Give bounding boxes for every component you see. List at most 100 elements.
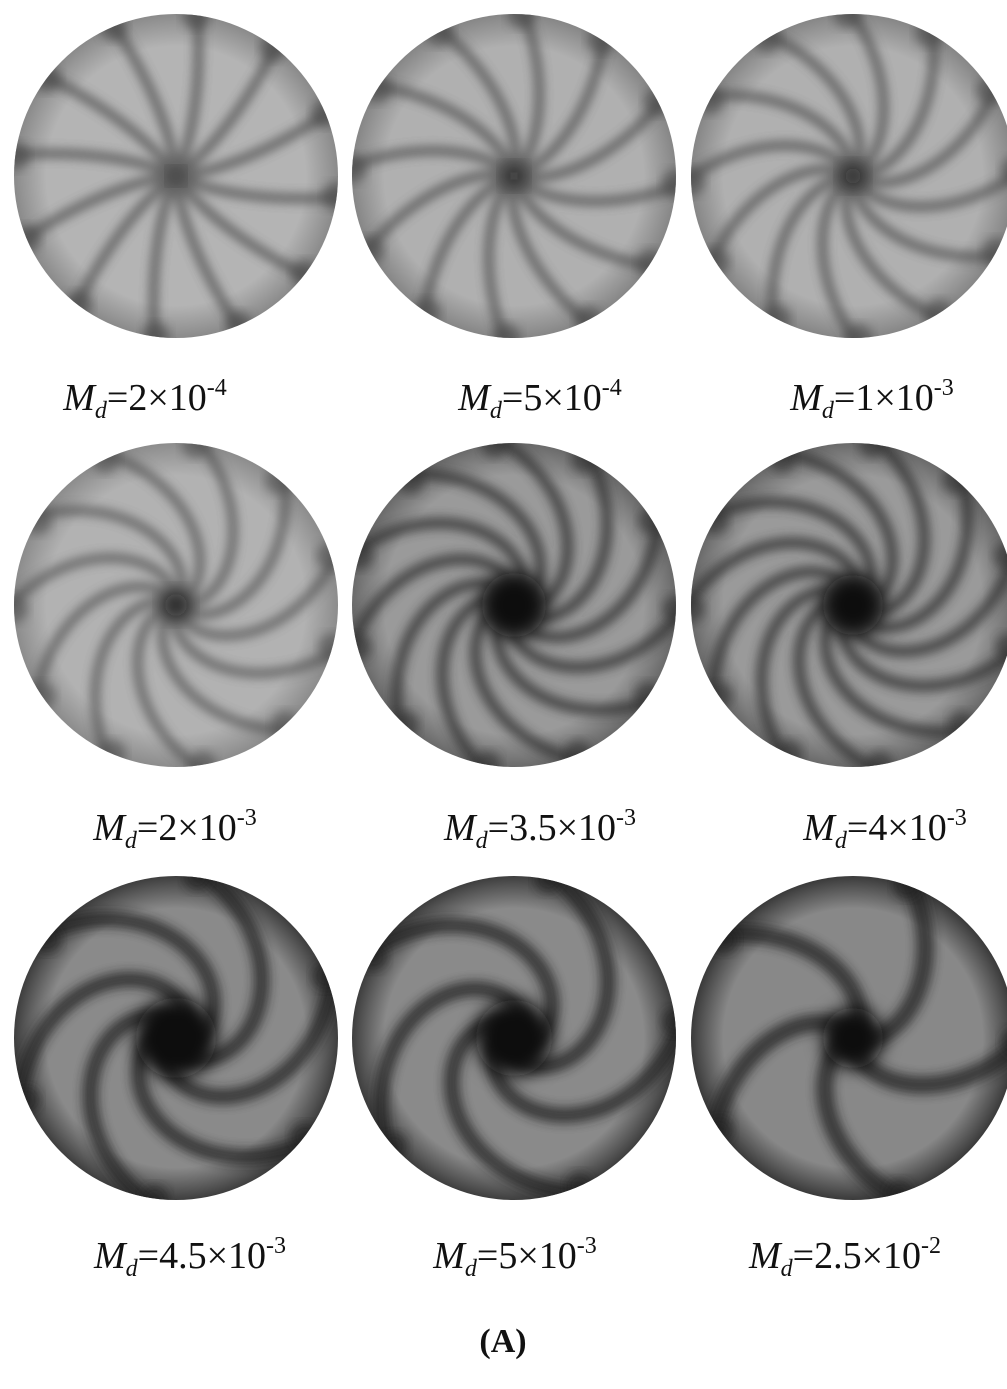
label-exponent: -3: [266, 1233, 286, 1259]
rim-spot: [1, 142, 29, 170]
rim-spot: [12, 1086, 40, 1114]
rim-spot: [858, 430, 886, 458]
rim-spot: [98, 740, 126, 768]
rim-spot: [0, 595, 28, 623]
label-mantissa: =4.5×10: [138, 1235, 266, 1277]
rim-spot: [566, 1172, 594, 1200]
label-mantissa: =2×10: [137, 807, 237, 849]
rim-spot: [564, 740, 592, 768]
panel-label: Md=5×10-3: [432, 1233, 597, 1282]
rim-spot: [360, 943, 388, 971]
rim-spot: [710, 926, 738, 954]
rim-spot: [291, 1123, 319, 1151]
pattern-panel: [344, 430, 690, 779]
rim-spot: [346, 542, 374, 570]
rim-spot: [638, 506, 666, 534]
rim-spot: [291, 260, 319, 288]
panel-label: Md=2.5×10-2: [748, 1233, 941, 1282]
panel-label: Md=3.5×10-3: [443, 805, 636, 854]
label-mantissa: =3.5×10: [488, 807, 616, 849]
pattern-panel: [352, 866, 689, 1200]
rim-spot: [893, 871, 921, 899]
label-symbol: M: [92, 807, 127, 849]
rim-spot: [677, 595, 705, 623]
rim-spot: [925, 299, 953, 327]
rim-spot: [318, 633, 346, 661]
panel-label: Md=4×10-3: [802, 805, 967, 854]
rim-spot: [976, 76, 1004, 104]
rim-spot: [534, 866, 562, 894]
rim-spot: [413, 299, 441, 327]
pattern-panel: [691, 871, 1007, 1207]
label-exponent: -4: [207, 375, 227, 401]
rim-spot: [323, 182, 351, 210]
rim-spot: [696, 86, 724, 114]
label-symbol: M: [802, 807, 837, 849]
rim-spot: [28, 682, 56, 710]
label-exponent: -3: [934, 375, 954, 401]
label-mantissa: =2×10: [107, 377, 207, 419]
figure: (A) Md=2×10-4Md=5×10-4Md=1×10-3Md=2×10-3…: [0, 0, 1007, 1389]
vortex-core: [482, 573, 546, 637]
label-symbol: M: [62, 377, 97, 419]
rim-spot: [866, 751, 894, 779]
rim-spot: [763, 305, 791, 333]
label-mantissa: =2.5×10: [793, 1235, 921, 1277]
rim-spot: [662, 595, 690, 623]
rim-spot: [701, 507, 729, 535]
rim-spot: [99, 13, 127, 41]
rim-spot: [391, 711, 419, 739]
vortex-core: [823, 575, 883, 635]
rim-spot: [425, 18, 453, 46]
rim-spot: [379, 1132, 407, 1160]
rim-spot: [885, 1179, 913, 1207]
vortex-core: [170, 170, 182, 182]
rim-spot: [141, 1185, 169, 1213]
rim-spot: [705, 682, 733, 710]
rim-spot: [183, 863, 211, 891]
rim-spot: [356, 237, 384, 265]
rim-spot: [13, 225, 41, 253]
rim-spot: [182, 1, 210, 29]
label-symbol: M: [443, 807, 478, 849]
panel-label: Md=4.5×10-3: [93, 1233, 286, 1282]
rim-spot: [181, 430, 209, 458]
rim-spot: [706, 1116, 734, 1144]
label-symbol: M: [789, 377, 824, 419]
rim-spot: [265, 466, 293, 494]
label-mantissa: =4×10: [847, 807, 947, 849]
rim-spot: [271, 711, 299, 739]
pattern-panel: [0, 430, 346, 779]
rim-spot: [637, 249, 665, 277]
rim-spot: [316, 542, 344, 570]
vortex-core: [136, 998, 216, 1078]
rim-spot: [507, 0, 535, 28]
label-exponent: -3: [237, 805, 257, 831]
rim-spot: [634, 682, 662, 710]
label-mantissa: =5×10: [477, 1235, 577, 1277]
panel-label: Md=1×10-3: [789, 375, 954, 424]
rim-spot: [661, 1007, 689, 1035]
rim-spot: [644, 87, 672, 115]
pattern-panel: [338, 0, 690, 352]
rim-spot: [260, 33, 288, 61]
label-symbol: M: [432, 1235, 467, 1277]
rim-spot: [64, 291, 92, 319]
pattern-panel: [677, 0, 1007, 352]
label-exponent: -3: [947, 805, 967, 831]
pattern-panel: [1, 1, 351, 351]
label-exponent: -2: [921, 1233, 941, 1259]
page: {"figure": { "panels": [ {"symbol": "M",…: [0, 0, 1007, 1389]
rim-spot: [311, 99, 339, 127]
label-mantissa: =1×10: [834, 377, 934, 419]
panel-label: Md=2×10-4: [62, 375, 227, 424]
rim-spot: [571, 445, 599, 473]
rim-spot: [473, 751, 501, 779]
rim-spot: [775, 740, 803, 768]
rim-spot: [24, 507, 52, 535]
rim-spot: [338, 155, 366, 183]
label-exponent: -3: [577, 1233, 597, 1259]
rim-spot: [833, 0, 861, 28]
rim-spot: [33, 925, 61, 953]
rim-spot: [677, 168, 705, 196]
